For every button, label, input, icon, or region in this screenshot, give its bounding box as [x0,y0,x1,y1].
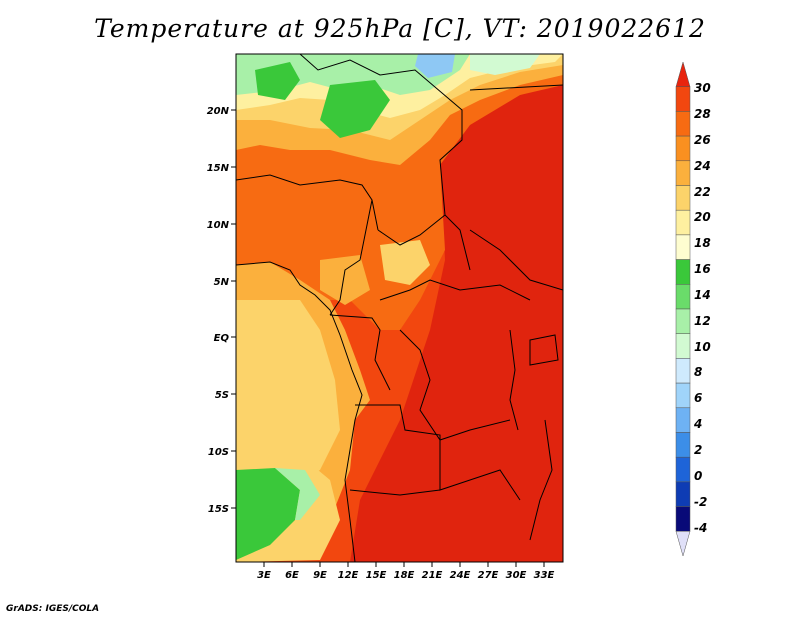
lon-label: 3E [257,570,271,581]
colorbar-segment [675,209,691,236]
colorbar-segment [675,308,691,334]
lat-label: 5N [214,277,230,288]
lon-label: 9E [313,570,327,581]
colorbar-label: 12 [694,314,711,328]
longitude-axis: 3E 6E 9E 12E 15E 18E 21E 24E 27E 30E 33E [257,562,555,581]
colorbar-label: 28 [694,107,711,121]
colorbar-label: 2 [694,443,702,457]
colorbar-label: 24 [694,159,711,173]
colorbar-segment [675,160,691,186]
colorbar-segment [675,284,691,310]
lon-label: 27E [478,570,499,581]
temperature-field [236,54,563,562]
colorbar-segment [675,234,691,260]
lon-label: 6E [285,570,299,581]
map-frame [235,53,564,563]
lon-label: 30E [506,570,527,581]
lat-label: 15N [207,163,230,174]
colorbar-segment [675,382,691,409]
credit-text: GrADS: IGES/COLA [6,604,100,614]
colorbar-segment [675,481,691,507]
lat-label: 10N [207,220,230,231]
colorbar-segment [675,531,691,557]
lon-label: 21E [422,570,443,581]
lon-label: 12E [338,570,359,581]
colorbar [675,61,691,557]
lon-label: 18E [394,570,415,581]
colorbar-label: 30 [694,81,711,95]
colorbar-segment [675,432,691,458]
colorbar-label: 0 [694,469,702,483]
lat-label: EQ [214,333,230,344]
colorbar-segment [675,456,691,483]
colorbar-segment [675,333,691,359]
colorbar-segment [675,407,691,433]
colorbar-segment [675,259,691,285]
lat-label: 15S [208,504,229,515]
colorbar-label: 26 [694,133,711,147]
lat-label: 10S [208,447,229,458]
lon-label: 33E [534,570,555,581]
lat-label: 5S [215,390,229,401]
colorbar-segment [675,506,691,532]
country-borders [236,54,563,562]
colorbar-label: 8 [694,365,702,379]
colorbar-label: 10 [694,340,711,354]
colorbar-segment [675,135,691,162]
colorbar-segment [675,185,691,211]
colorbar-label: -4 [694,521,707,535]
colorbar-label: 16 [694,262,711,276]
lat-label: 20N [207,106,230,117]
chart-title: Temperature at 925hPa [C], VT: 201902261… [94,14,706,43]
lon-label: 24E [450,570,471,581]
lon-label: 15E [366,570,387,581]
latitude-axis: 20N 15N 10N 5N EQ 5S 10S 15S [207,106,236,515]
colorbar-segment [675,61,691,87]
colorbar-label: 14 [694,288,711,302]
colorbar-labels: 30 28 26 24 22 20 18 16 14 12 10 8 6 4 2… [693,81,711,535]
colorbar-label: -2 [694,495,707,509]
colorbar-label: 18 [694,236,711,250]
colorbar-segment [675,111,691,137]
colorbar-label: 22 [694,185,711,199]
colorbar-label: 4 [693,417,702,431]
colorbar-label: 6 [694,391,702,405]
colorbar-label: 20 [694,210,711,224]
colorbar-segment [675,86,691,112]
colorbar-segment [675,358,691,384]
